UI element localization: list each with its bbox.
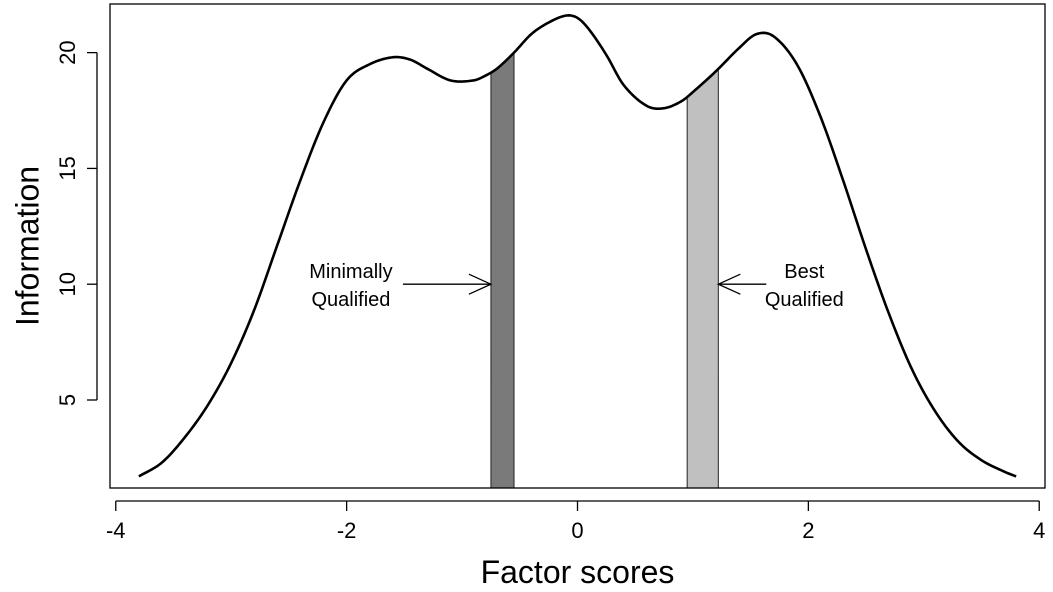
annotations: Minimally Qualified Best Qualified [309, 261, 844, 311]
y-tick-label: 5 [55, 394, 80, 406]
y-axis-title: Information [9, 166, 45, 326]
y-axis: 5 10 15 20 [55, 40, 98, 406]
y-tick-label: 15 [55, 156, 80, 180]
y-tick-label: 10 [55, 272, 80, 296]
x-tick-label: 2 [802, 518, 814, 543]
shaded-band-2 [686, 67, 719, 489]
x-tick-label: -2 [337, 518, 357, 543]
information-curve [138, 14, 1017, 478]
x-axis: -4 -2 0 2 4 [106, 500, 1045, 543]
annotation-label: Best [784, 261, 824, 283]
x-axis-title: Factor scores [481, 554, 675, 590]
annotation-label: Qualified [765, 289, 844, 311]
annotation-label: Qualified [311, 289, 390, 311]
annotation-arrowhead [468, 273, 493, 295]
x-tick-label: -4 [106, 518, 126, 543]
shaded-band-1 [490, 51, 515, 489]
y-tick-label: 20 [55, 40, 80, 64]
plot-frame [109, 3, 1046, 489]
annotation-label: Minimally [309, 261, 392, 283]
x-tick-label: 4 [1033, 518, 1045, 543]
shaded-bands [490, 51, 719, 489]
annotation-arrowhead [716, 273, 741, 295]
x-tick-label: 0 [571, 518, 583, 543]
